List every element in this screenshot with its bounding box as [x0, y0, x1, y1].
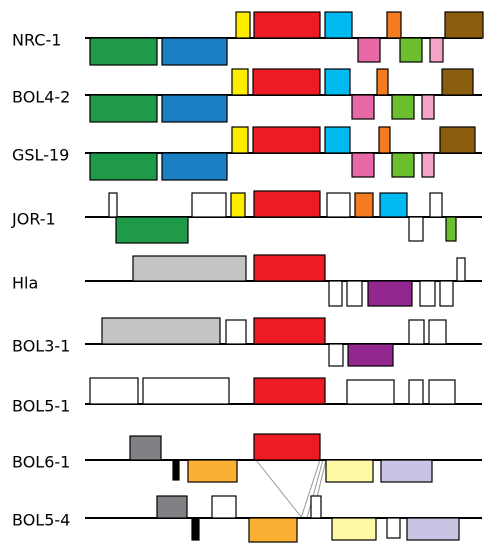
gene-box: [101, 317, 221, 345]
gene-box: [89, 377, 139, 405]
gene-box: [325, 459, 374, 483]
gene-box: [129, 435, 162, 461]
gene-box: [142, 377, 230, 405]
gene-box: [231, 126, 249, 154]
gene-box: [380, 459, 433, 483]
gene-box: [429, 192, 443, 218]
row-label: BOL3-1: [12, 337, 70, 356]
gene-box: [406, 517, 460, 541]
row-label: JOR-1: [11, 210, 56, 229]
gene-box: [444, 11, 484, 39]
row-label: GSL-19: [12, 146, 69, 165]
gene-box: [441, 68, 474, 96]
gene-box: [161, 152, 228, 181]
gene-box: [252, 68, 321, 96]
gene-box: [89, 152, 158, 181]
gene-box: [378, 126, 391, 154]
gene-box: [248, 517, 298, 543]
gene-box: [326, 192, 351, 218]
gene-box: [172, 459, 180, 481]
gene-box: [191, 517, 200, 541]
gene-box: [428, 379, 456, 405]
connector: [306, 459, 324, 519]
gene-box: [379, 192, 408, 218]
gene-box: [419, 280, 436, 307]
gene-box: [115, 216, 189, 244]
gene-box: [421, 94, 435, 120]
gene-box: [346, 379, 395, 405]
gene-box: [456, 257, 466, 282]
gene-box: [376, 68, 389, 96]
gene-box: [324, 68, 351, 96]
gene-box: [324, 126, 351, 154]
gene-box: [386, 517, 401, 539]
gene-box: [231, 68, 249, 96]
gene-box: [235, 11, 251, 39]
gene-box: [445, 216, 457, 242]
gene-box: [408, 319, 425, 345]
gene-box: [346, 280, 363, 307]
connector: [255, 459, 303, 519]
gene-box: [108, 192, 118, 218]
gene-box: [429, 37, 444, 63]
connector: [300, 459, 321, 519]
gene-box: [439, 126, 476, 154]
gene-box: [253, 11, 321, 39]
gene-box: [132, 255, 247, 282]
gene-box: [230, 192, 246, 218]
gene-box: [428, 319, 447, 345]
gene-box: [211, 495, 237, 519]
gene-box: [253, 377, 326, 405]
gene-box: [347, 343, 394, 367]
gene-box: [252, 126, 321, 154]
gene-box: [391, 152, 415, 178]
row-label: BOL5-1: [12, 397, 70, 416]
gene-box: [253, 254, 326, 282]
gene-box: [386, 11, 402, 39]
gene-box: [367, 280, 413, 307]
gene-box: [351, 94, 375, 120]
row-label: Hla: [12, 274, 38, 293]
gene-box: [408, 216, 424, 242]
gene-box: [253, 190, 321, 218]
row-label: BOL6-1: [12, 453, 70, 472]
gene-box: [89, 94, 158, 123]
gene-box: [408, 379, 424, 405]
gene-box: [253, 433, 321, 461]
gene-box: [191, 192, 227, 218]
gene-box: [324, 11, 353, 39]
gene-box: [156, 495, 188, 519]
row-label: BOL4-2: [12, 88, 70, 107]
row-label: NRC-1: [12, 31, 61, 50]
gene-box: [439, 280, 454, 307]
gene-box: [161, 37, 228, 66]
gene-box: [310, 495, 322, 519]
row-label: BOL5-4: [12, 511, 70, 530]
gene-box: [399, 37, 423, 63]
gene-box: [421, 152, 435, 178]
gene-box: [187, 459, 238, 483]
gene-box: [331, 517, 377, 541]
gene-box: [225, 319, 247, 345]
gene-box: [328, 343, 344, 367]
gene-box: [351, 152, 375, 178]
gene-box: [89, 37, 158, 66]
gene-box: [354, 192, 374, 218]
gene-box: [391, 94, 415, 120]
gene-box: [328, 280, 343, 307]
gene-box: [161, 94, 228, 123]
gene-box: [253, 317, 326, 345]
gene-box: [357, 37, 381, 63]
